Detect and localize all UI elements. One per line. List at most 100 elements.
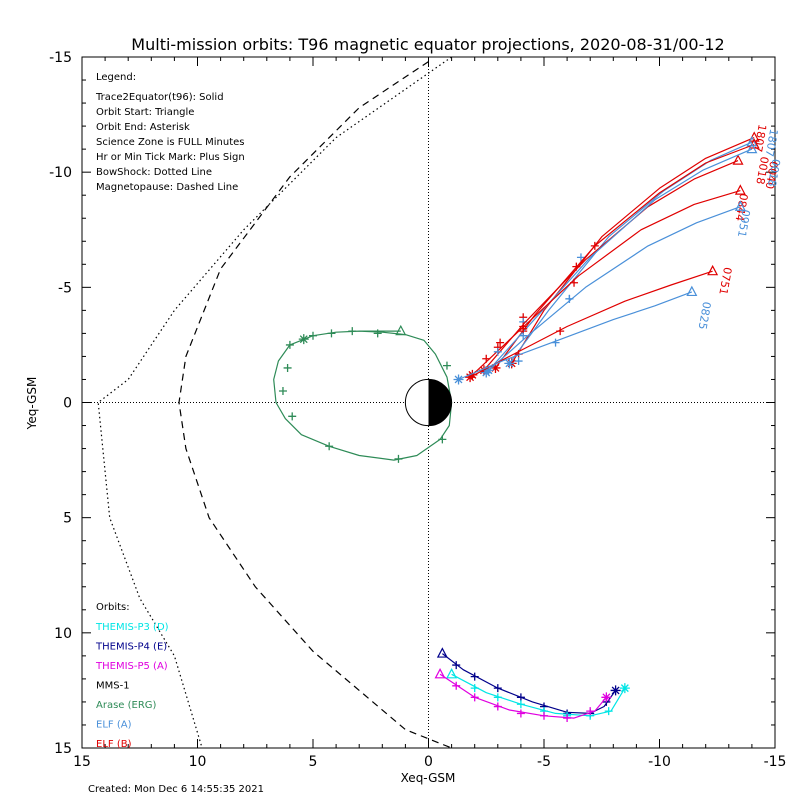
legend-line: Hr or Min Tick Mark: Plus Sign bbox=[96, 152, 245, 163]
tick-mark-plus bbox=[470, 672, 479, 681]
tick-mark-plus bbox=[470, 684, 479, 693]
axes-layer: 15 10 5 0 -5 -10 -15 -15 -10 -5 0 5 10 15 bbox=[49, 50, 786, 770]
orbit-start-triangle bbox=[734, 184, 746, 195]
orbit-start-triangle bbox=[734, 200, 746, 211]
orbit-legend-item: THEMIS-P3 (D) bbox=[95, 622, 169, 633]
orbit-series bbox=[273, 324, 453, 463]
orbit-line bbox=[483, 160, 739, 371]
x-tick-label: 10 bbox=[189, 754, 207, 770]
orbit-time-label: 0951 bbox=[735, 208, 753, 238]
legend-line: Orbit End: Asterisk bbox=[96, 122, 190, 133]
tick-mark-plus bbox=[516, 700, 525, 709]
tick-mark-plus bbox=[482, 354, 491, 363]
orbit-legend-item: Arase (ERG) bbox=[96, 700, 157, 711]
x-tick-label: -5 bbox=[537, 754, 551, 770]
tick-mark-plus bbox=[288, 412, 297, 421]
y-tick-label: 5 bbox=[63, 511, 72, 527]
orbit-end-asterisk bbox=[298, 334, 309, 345]
tick-mark-plus bbox=[556, 327, 565, 336]
orbit-line bbox=[495, 143, 755, 369]
tick-mark-plus bbox=[394, 454, 403, 463]
tick-mark-plus bbox=[519, 331, 528, 340]
tick-mark-plus bbox=[452, 681, 461, 690]
orbit-legend-item: THEMIS-P4 (E) bbox=[95, 642, 167, 653]
orbit-line bbox=[508, 141, 753, 364]
tick-mark-plus bbox=[493, 702, 502, 711]
orbit-time-label: 0844 bbox=[733, 192, 751, 222]
created-footer: Created: Mon Dec 6 14:55:35 2021 bbox=[88, 784, 264, 795]
legend-line: Science Zone is FULL Minutes bbox=[96, 137, 245, 148]
orbit-end-asterisk bbox=[490, 362, 501, 373]
y-tick-label: -10 bbox=[49, 165, 72, 181]
tick-mark-plus bbox=[442, 361, 451, 370]
y-tick-label: 0 bbox=[63, 396, 72, 412]
y-tick-label: 15 bbox=[54, 741, 72, 757]
legend-line: BowShock: Dotted Line bbox=[96, 167, 212, 178]
orbit-series bbox=[436, 647, 621, 718]
orbit-series: 0844 bbox=[467, 184, 751, 380]
orbit-end-asterisk bbox=[481, 367, 492, 378]
x-tick-label: -15 bbox=[764, 754, 787, 770]
tick-mark-plus bbox=[563, 714, 572, 723]
tick-mark-plus bbox=[586, 707, 595, 716]
orbit-start-triangle bbox=[395, 324, 407, 336]
legend-title: Legend: bbox=[96, 72, 136, 83]
text-layer: Multi-mission orbits: T96 magnetic equat… bbox=[25, 35, 725, 795]
tick-mark-plus bbox=[309, 331, 317, 340]
orbit-start-triangle bbox=[707, 264, 719, 276]
tick-mark-plus bbox=[438, 435, 447, 444]
earth-nightside bbox=[428, 379, 452, 426]
orbit-line bbox=[458, 291, 693, 381]
tick-mark-plus bbox=[540, 711, 548, 720]
tick-mark-plus bbox=[519, 324, 528, 333]
tick-mark-plus bbox=[373, 329, 382, 338]
orbits-legend-title: Orbits: bbox=[96, 602, 130, 613]
tick-mark-plus bbox=[604, 707, 613, 716]
orbit-start-triangle bbox=[436, 647, 448, 658]
y-tick-label: 10 bbox=[54, 626, 72, 642]
orbit-time-label: 0018 bbox=[753, 156, 771, 186]
orbit-series bbox=[434, 668, 612, 723]
tick-mark-plus bbox=[576, 253, 585, 262]
legend-line: Orbit Start: Triangle bbox=[96, 107, 194, 118]
chart-title: Multi-mission orbits: T96 magnetic equat… bbox=[131, 35, 724, 54]
earth-layer bbox=[404, 378, 453, 427]
orbit-time-label: 0751 bbox=[716, 266, 734, 296]
orbit-start-triangle bbox=[686, 285, 698, 297]
orbit-line bbox=[469, 270, 713, 378]
tick-mark-plus bbox=[283, 363, 292, 372]
tick-mark-plus bbox=[327, 329, 336, 338]
y-axis-label: Yeq-GSM bbox=[25, 377, 39, 431]
orbit-line bbox=[442, 653, 617, 715]
orbit-start-triangle bbox=[732, 154, 744, 165]
orbit-legend-item: ELF (A) bbox=[96, 720, 132, 731]
orbit-end-asterisk bbox=[504, 358, 515, 369]
orbit-line bbox=[485, 206, 741, 374]
orbit-end-asterisk bbox=[453, 374, 464, 385]
orbit-series: 1807 bbox=[506, 123, 769, 369]
orbit-legend-item: MMS-1 bbox=[96, 681, 130, 692]
legend-line: Trace2Equator(t96): Solid bbox=[95, 92, 224, 103]
tick-mark-plus bbox=[348, 327, 357, 336]
tick-mark-plus bbox=[516, 709, 525, 718]
orbit-time-label: 0018 bbox=[765, 158, 783, 188]
orbit-series: 0951 bbox=[481, 200, 753, 378]
tick-mark-plus bbox=[516, 693, 525, 702]
tick-mark-plus bbox=[514, 357, 523, 366]
tick-mark-plus bbox=[565, 294, 574, 303]
orbit-series: 0018 bbox=[490, 138, 771, 373]
x-axis-label: Xeq-GSM bbox=[401, 771, 456, 785]
orbit-time-label: 1807 bbox=[763, 128, 781, 158]
tick-mark-plus bbox=[452, 661, 461, 670]
orbit-time-label: 0825 bbox=[696, 301, 714, 331]
orbit-start-triangle bbox=[434, 668, 446, 679]
y-tick-label: -5 bbox=[58, 280, 72, 296]
tick-mark-plus bbox=[278, 386, 287, 395]
boundaries-layer bbox=[97, 57, 452, 748]
tick-mark-plus bbox=[551, 338, 560, 347]
orbit-legend-item: ELF (B) bbox=[96, 739, 132, 750]
tick-mark-plus bbox=[493, 693, 502, 702]
orbit-start-triangle bbox=[446, 668, 458, 679]
orbit-time-label: 0040 bbox=[763, 160, 781, 190]
